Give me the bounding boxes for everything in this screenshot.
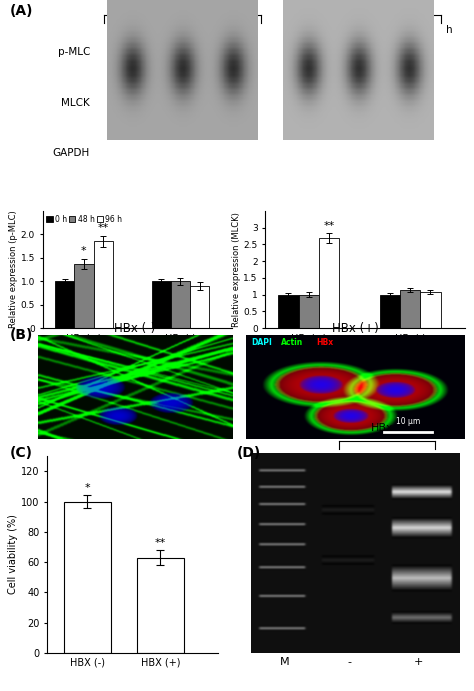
Bar bbox=[380, 294, 400, 328]
Y-axis label: Relative expression (MLCK): Relative expression (MLCK) bbox=[232, 212, 241, 327]
Bar bbox=[137, 558, 184, 653]
Text: HBx: HBx bbox=[316, 339, 333, 348]
Bar bbox=[299, 294, 319, 328]
Text: Actin: Actin bbox=[282, 339, 304, 348]
Title: HBx (-): HBx (-) bbox=[114, 322, 156, 335]
Text: 0: 0 bbox=[307, 25, 314, 35]
Text: 10 μm: 10 μm bbox=[396, 417, 420, 426]
Bar bbox=[171, 281, 190, 328]
Y-axis label: Relative expression (p-MLC): Relative expression (p-MLC) bbox=[9, 211, 18, 328]
Bar bbox=[93, 241, 113, 328]
Bar bbox=[74, 264, 93, 328]
Text: p-MLC: p-MLC bbox=[58, 47, 90, 57]
Text: **: ** bbox=[155, 538, 166, 548]
Text: 96: 96 bbox=[408, 25, 421, 35]
Text: (A): (A) bbox=[9, 4, 33, 18]
Text: **: ** bbox=[323, 220, 335, 231]
Bar bbox=[55, 281, 74, 328]
Bar bbox=[319, 238, 339, 328]
Bar bbox=[152, 281, 171, 328]
Text: (D): (D) bbox=[237, 446, 261, 460]
Text: (C): (C) bbox=[9, 446, 33, 460]
Text: GAPDH: GAPDH bbox=[53, 148, 90, 158]
Text: HBx (-): HBx (-) bbox=[343, 6, 382, 16]
Legend: 0 h, 48 h, 96 h: 0 h, 48 h, 96 h bbox=[46, 215, 122, 224]
Title: HBx (+): HBx (+) bbox=[332, 322, 379, 335]
Text: 48: 48 bbox=[356, 25, 369, 35]
Y-axis label: Cell viability (%): Cell viability (%) bbox=[9, 515, 18, 594]
Text: 0: 0 bbox=[127, 25, 134, 35]
Bar bbox=[190, 286, 210, 328]
Text: *: * bbox=[84, 483, 90, 493]
Text: 96: 96 bbox=[228, 25, 241, 35]
Text: h: h bbox=[446, 25, 452, 35]
Text: MLCK: MLCK bbox=[61, 97, 90, 108]
Text: (B): (B) bbox=[9, 328, 33, 342]
Text: **: ** bbox=[98, 223, 109, 233]
Text: *: * bbox=[81, 246, 87, 256]
Bar bbox=[400, 290, 420, 328]
Text: HBx (+): HBx (+) bbox=[160, 6, 205, 16]
Bar bbox=[278, 294, 299, 328]
Text: 48: 48 bbox=[176, 25, 189, 35]
Text: DAPI: DAPI bbox=[251, 339, 272, 348]
Bar bbox=[420, 292, 440, 328]
Text: HBx: HBx bbox=[371, 423, 394, 433]
Bar bbox=[64, 502, 111, 653]
